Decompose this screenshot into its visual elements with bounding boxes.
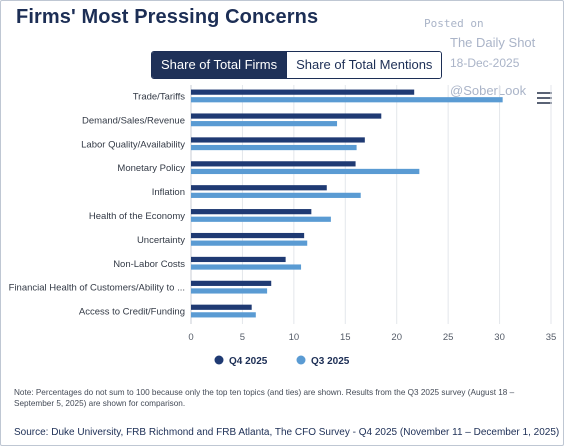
category-label: Uncertainty: [137, 235, 185, 246]
legend-marker-q4-2025: [214, 355, 224, 365]
bar-q4-2025: [191, 89, 415, 95]
legend-label-q4-2025: Q4 2025: [229, 356, 268, 367]
bar-q3-2025: [191, 121, 338, 127]
bar-q3-2025: [191, 288, 268, 294]
category-label: Labor Quality/Availability: [81, 139, 185, 150]
x-tick-label: 25: [443, 332, 454, 343]
chart-source: Source: Duke University, FRB Richmond an…: [14, 427, 560, 438]
category-label: Trade/Tariffs: [133, 91, 186, 102]
category-label: Health of the Economy: [89, 211, 185, 222]
bar-q4-2025: [191, 113, 382, 119]
bar-chart: 0 5 10 15 20 25 30 35 Trade/Tariffs Demand/Sales/…: [9, 85, 557, 367]
watermark-site: The Daily Shot: [450, 35, 536, 50]
watermark-handle: @SoberLook: [450, 83, 527, 98]
bar-q4-2025: [191, 232, 305, 239]
bar-q3-2025: [191, 312, 256, 318]
bar-q4-2025: [191, 185, 327, 191]
bar-q3-2025: [191, 97, 503, 103]
bar-q3-2025: [191, 144, 357, 151]
bar-q3-2025: [191, 216, 331, 222]
bar-q4-2025: [191, 256, 286, 263]
chart-note: Note: Percentages do not sum to 100 beca…: [14, 388, 515, 408]
bar-q4-2025: [191, 280, 272, 286]
x-tick-label: 20: [391, 332, 402, 343]
bar-q3-2025: [191, 264, 302, 270]
bar-q4-2025: [191, 304, 252, 310]
category-label: Monetary Policy: [117, 163, 185, 174]
bar-q3-2025: [191, 168, 420, 175]
x-tick-label: 10: [289, 332, 300, 343]
bar-q4-2025: [191, 161, 356, 167]
x-tick-label: 30: [494, 332, 505, 343]
x-tick-label: 5: [240, 332, 245, 343]
toggle-share-of-total-mentions[interactable]: Share of Total Mentions: [286, 52, 442, 78]
x-tick-label: 15: [340, 332, 351, 343]
category-label: Demand/Sales/Revenue: [82, 115, 185, 126]
hamburger-menu-icon[interactable]: [537, 92, 552, 104]
category-label: Financial Health of Customers/Ability to…: [9, 283, 185, 294]
category-label: Inflation: [152, 187, 185, 198]
category-label: Access to Credit/Funding: [79, 307, 185, 318]
watermark-date: 18-Dec-2025: [450, 56, 520, 70]
x-tick-label: 0: [188, 332, 193, 343]
bar-q3-2025: [191, 192, 361, 198]
bar-q4-2025: [191, 209, 312, 215]
chart-title: Firms' Most Pressing Concerns: [16, 6, 319, 28]
x-tick-label: 35: [546, 332, 557, 343]
legend-label-q3-2025: Q3 2025: [311, 356, 350, 367]
category-label: Non-Labor Costs: [113, 259, 185, 270]
bar-q4-2025: [191, 137, 365, 143]
toggle-share-of-total-firms[interactable]: Share of Total Firms: [152, 52, 287, 78]
view-toggle: Share of Total Firms Share of Total Ment…: [151, 51, 443, 79]
watermark-posted: Posted on: [424, 17, 484, 30]
legend-marker-q3-2025: [296, 355, 306, 365]
bar-q3-2025: [191, 240, 308, 246]
